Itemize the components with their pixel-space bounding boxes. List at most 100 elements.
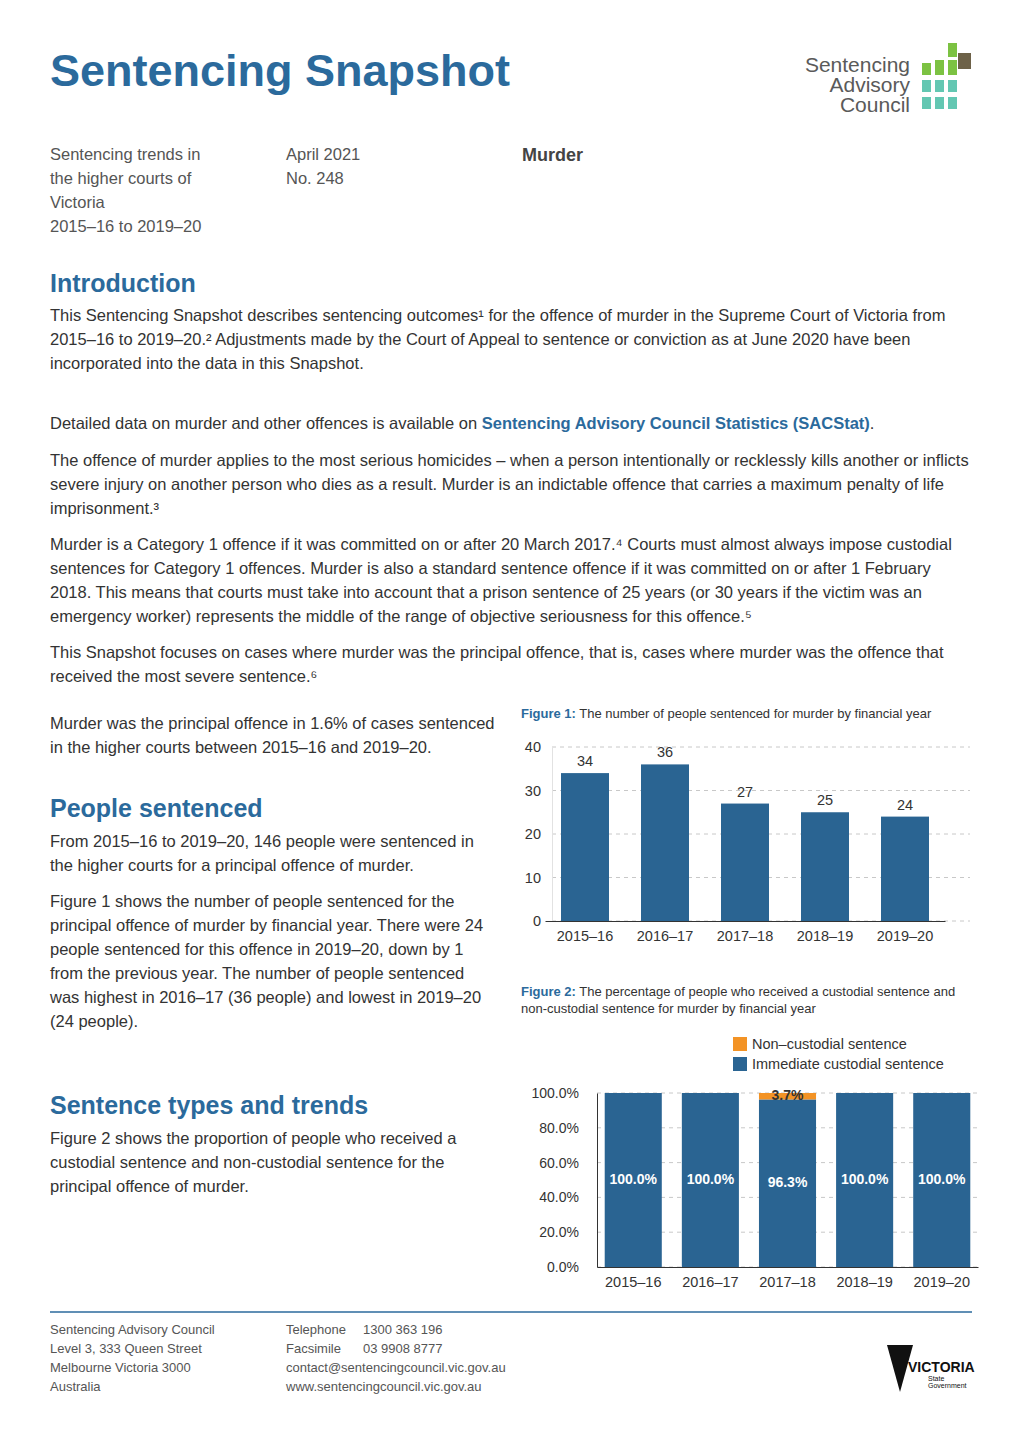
y-tick: 60.0% [539,1155,597,1171]
logo-square [935,60,944,75]
figure-title: The percentage of people who received a … [521,984,955,1016]
bar-segment [836,1093,893,1094]
x-axis: 2015–16 2016–17 2017–18 2018–19 2019–20 [598,1267,979,1290]
legend-label: Immediate custodial sentence [752,1056,944,1072]
data-label: 100.0% [841,1171,889,1187]
data-label: 100.0% [687,1171,735,1187]
footer-rule [50,1311,972,1313]
page-title: Sentencing Snapshot [50,45,510,96]
x-tick: 2016–17 [637,921,693,944]
x-tick-label: 2016–17 [637,928,693,944]
x-tick-label: 2017–18 [759,1274,815,1290]
x-axis-line [598,1267,979,1268]
grid [597,1093,978,1267]
y-tick-label: 40.0% [539,1189,579,1205]
x-tick: 2016–17 [682,1267,738,1290]
logo-square [958,53,971,69]
y-tick-label: 40 [525,739,541,755]
footer-website[interactable]: www.sentencingcouncil.vic.gov.au [285,1379,482,1394]
footer-email[interactable]: contact@sentencingcouncil.vic.gov.au [286,1360,506,1375]
bar-segment [605,1093,662,1267]
logo-text: Council [840,93,910,116]
x-tick: 2018–19 [836,1267,892,1290]
page-graphics: Sentencing SnapshotSentencingAdvisoryCou… [0,0,1020,1442]
meta-text: Victoria [50,193,106,211]
bar-segment [682,1093,739,1094]
text-span: Murder is a Category 1 offence if it was… [50,535,952,625]
victoria-sub: Government [928,1382,967,1389]
x-tick-label: 2019–20 [914,1274,970,1290]
meta-text: No. 248 [286,169,344,187]
y-axis: 0.0%20.0%40.0%60.0%80.0%100.0% [532,1085,598,1275]
y-tick-label: 30 [525,783,541,799]
paragraph: Murder was the principal offence in 1.6%… [50,711,496,759]
figure-label: Figure 2: [521,984,576,999]
x-tick-label: 2018–19 [797,928,853,944]
victoria-sub: State [928,1375,944,1382]
figure-caption: Figure 1: The number of people sentenced… [521,705,991,722]
x-tick: 2015–16 [605,1267,661,1290]
y-tick: 100.0% [532,1085,597,1101]
logo-square [935,97,944,109]
y-tick: 80.0% [539,1120,597,1136]
data-label: 27 [737,784,753,800]
paragraph: Murder is a Category 1 offence if it was… [50,532,972,628]
data-label: 24 [897,797,913,813]
bar [721,804,769,921]
logo-mark [922,43,971,109]
x-tick: 2017–18 [759,1267,815,1290]
data-label: 100.0% [918,1171,966,1187]
x-tick-label: 2016–17 [682,1274,738,1290]
footer-address: Level 3, 333 Queen Street [50,1341,202,1356]
y-tick-label: 0 [533,913,541,929]
plot-area [605,1093,971,1267]
y-axis-line [552,748,553,922]
figure-caption: Figure 2: The percentage of people who r… [521,983,961,1017]
y-tick-label: 20 [525,826,541,842]
data-label: 36 [657,744,673,760]
paragraph: From 2015–16 to 2019–20, 146 people were… [50,829,496,877]
data-label: 100.0% [610,1171,658,1187]
y-tick-label: 20.0% [539,1224,579,1240]
data-label: 25 [817,792,833,808]
text-span: . [870,414,875,432]
bar [641,764,689,921]
intro-column: IntroductionThis Sentencing Snapshot des… [50,268,972,688]
link[interactable]: Sentencing Advisory Council Statistics (… [482,414,870,432]
section-heading: Sentence types and trends [50,1090,496,1120]
logo-square [922,80,931,92]
paragraph: Figure 2 shows the proportion of people … [50,1126,496,1198]
y-tick: 30 [525,783,552,799]
figure-label: Figure 1: [521,706,576,721]
data-label: 96.3% [768,1174,808,1190]
meta-offence: Murder [522,145,583,165]
footer-address: Sentencing Advisory Council [50,1322,215,1337]
text-span: Figure 2 shows the proportion of people … [50,1129,456,1195]
data-labels: 3436272524 [577,744,913,812]
y-tick: 20.0% [539,1224,597,1240]
paragraph: Figure 1 shows the number of people sent… [50,889,496,1033]
logo-square [948,80,957,92]
page: { "header": { "title": "Sentencing Snaps… [0,0,1020,1442]
text-span: From 2015–16 to 2019–20, 146 people were… [50,832,474,874]
x-tick: 2019–20 [877,921,933,944]
y-axis-line [597,1094,598,1268]
bar [801,812,849,921]
victoria-name: VICTORIA [908,1359,975,1375]
logo-square [922,97,931,109]
x-tick-label: 2019–20 [877,928,933,944]
y-tick-label: 80.0% [539,1120,579,1136]
y-tick: 10 [525,870,552,886]
x-axis-line [546,921,946,922]
x-tick-label: 2018–19 [836,1274,892,1290]
text-span: Figure 1 shows the number of people sent… [50,892,483,1030]
bar-segment [759,1099,816,1267]
section-heading: Introduction [50,268,972,298]
paragraph: Detailed data on murder and other offenc… [50,411,972,435]
legend-swatch [733,1037,747,1051]
y-tick: 20 [525,826,552,842]
victoria-logo: VICTORIAStateGovernment [887,1345,975,1392]
plot-area [561,764,929,921]
bar-segment [605,1093,662,1094]
text-span: Murder was the principal offence in 1.6%… [50,714,495,756]
